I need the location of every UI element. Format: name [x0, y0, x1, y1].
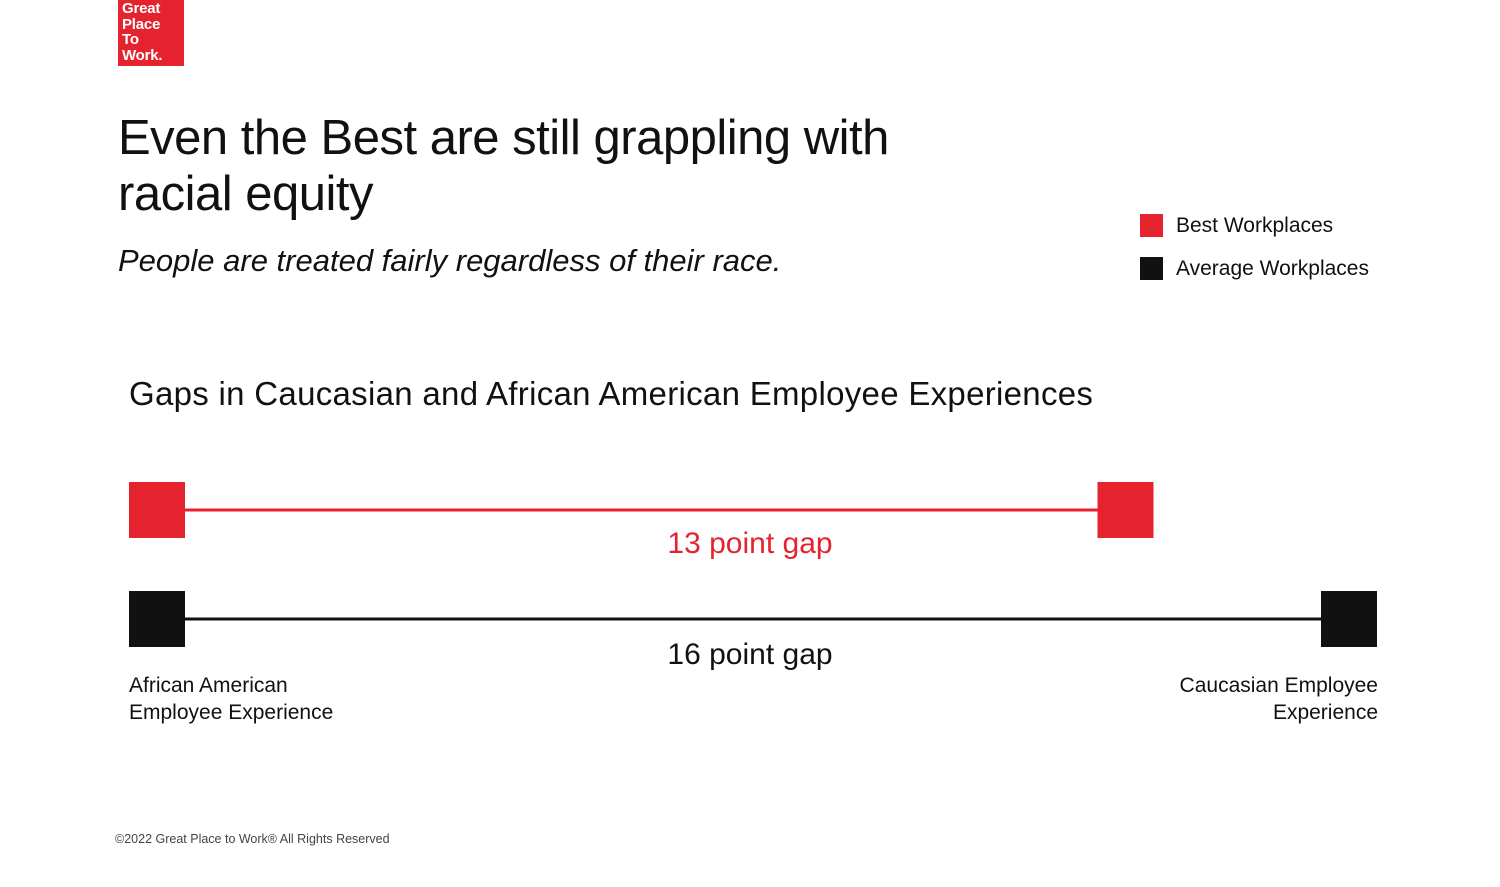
gap-label-best-workplaces: 13 point gap: [667, 527, 832, 560]
legend-label-average: Average Workplaces: [1176, 257, 1369, 280]
endpoint-label-left-line-1: African American: [129, 674, 288, 697]
logo-line-4: Work.: [122, 46, 163, 64]
logo-line-1: Great: [122, 0, 161, 17]
logo-line-2: Place: [122, 15, 161, 33]
marker-left-best-workplaces: [129, 482, 185, 538]
legend-swatch-average: [1140, 257, 1163, 280]
marker-left-average-workplaces: [129, 591, 185, 647]
legend-swatch-best: [1140, 214, 1163, 237]
endpoint-label-right-line-1: Caucasian Employee: [1179, 674, 1378, 697]
marker-right-best-workplaces: [1097, 482, 1154, 538]
endpoint-label-african-american: African American Employee Experience: [129, 672, 333, 726]
page-subtitle: People are treated fairly regardless of …: [118, 243, 782, 278]
logo-line-3: To: [122, 31, 139, 48]
legend-label-best: Best Workplaces: [1176, 214, 1334, 237]
endpoint-label-caucasian: Caucasian Employee Experience: [1180, 672, 1378, 726]
copyright-footer: ©2022 Great Place to Work® All Rights Re…: [115, 832, 390, 846]
endpoint-label-right-line-2: Experience: [1272, 701, 1378, 724]
page-title: Even the Best are still grappling with r…: [118, 111, 889, 221]
gap-label-average-workplaces: 16 point gap: [667, 638, 832, 671]
endpoint-label-left-line-2: Employee Experience: [129, 701, 334, 724]
great-place-to-work-logo: Great Place To Work.: [118, 0, 184, 66]
chart-title: Gaps in Caucasian and African American E…: [129, 375, 1094, 412]
marker-right-average-workplaces: [1321, 591, 1377, 647]
